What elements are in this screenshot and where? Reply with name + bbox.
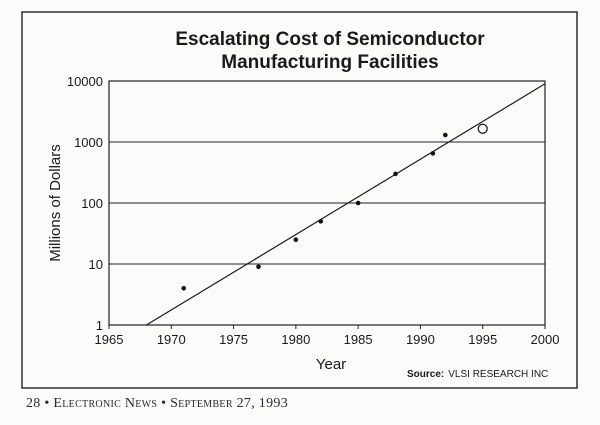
y-tick-label: 1000	[74, 135, 103, 150]
data-point	[256, 264, 261, 270]
data-point	[355, 200, 361, 206]
y-axis-title: Millions of Dollars	[47, 144, 64, 262]
x-tick-label: 1970	[157, 332, 186, 347]
x-tick-label: 1995	[468, 332, 497, 347]
source-text: VLSI RESEARCH INC	[448, 369, 548, 380]
y-tick-label: 10000	[67, 74, 103, 89]
y-tick-label: 1	[96, 318, 103, 333]
chart-title-line-2: Manufacturing Facilities	[221, 52, 438, 73]
data-point	[443, 132, 448, 138]
x-tick-label: 1990	[406, 332, 435, 347]
x-tick-label: 2000	[531, 332, 560, 347]
data-point	[293, 237, 299, 243]
chart-frame	[21, 11, 578, 389]
data-point	[181, 285, 187, 291]
trend-line	[146, 83, 546, 326]
data-point	[430, 151, 436, 156]
page-footer: 28 • Electronic News • September 27, 199…	[26, 396, 288, 411]
plot-area: 1 10 100 1000 10000 1965 1970 1975 1980 1985 1990 1…	[67, 74, 560, 347]
chart-figure: Escalating Cost of Semiconductor Manufac…	[21, 11, 578, 389]
source-note: Source: VLSI RESEARCH INC	[407, 369, 548, 380]
y-tick-label: 10	[89, 257, 103, 272]
chart-title-line-1: Escalating Cost of Semiconductor	[175, 29, 485, 50]
x-axis-title: Year	[316, 356, 346, 373]
data-point	[393, 171, 398, 177]
y-tick-label: 100	[81, 196, 103, 211]
data-point	[318, 219, 324, 224]
source-label: Source:	[407, 369, 444, 380]
x-tick-label: 1985	[344, 332, 373, 347]
x-tick-label: 1980	[281, 332, 310, 347]
plot-border	[108, 80, 546, 326]
x-tick-label: 1975	[219, 332, 248, 347]
projected-data-point	[477, 123, 488, 134]
x-tick-label: 1965	[95, 332, 124, 347]
